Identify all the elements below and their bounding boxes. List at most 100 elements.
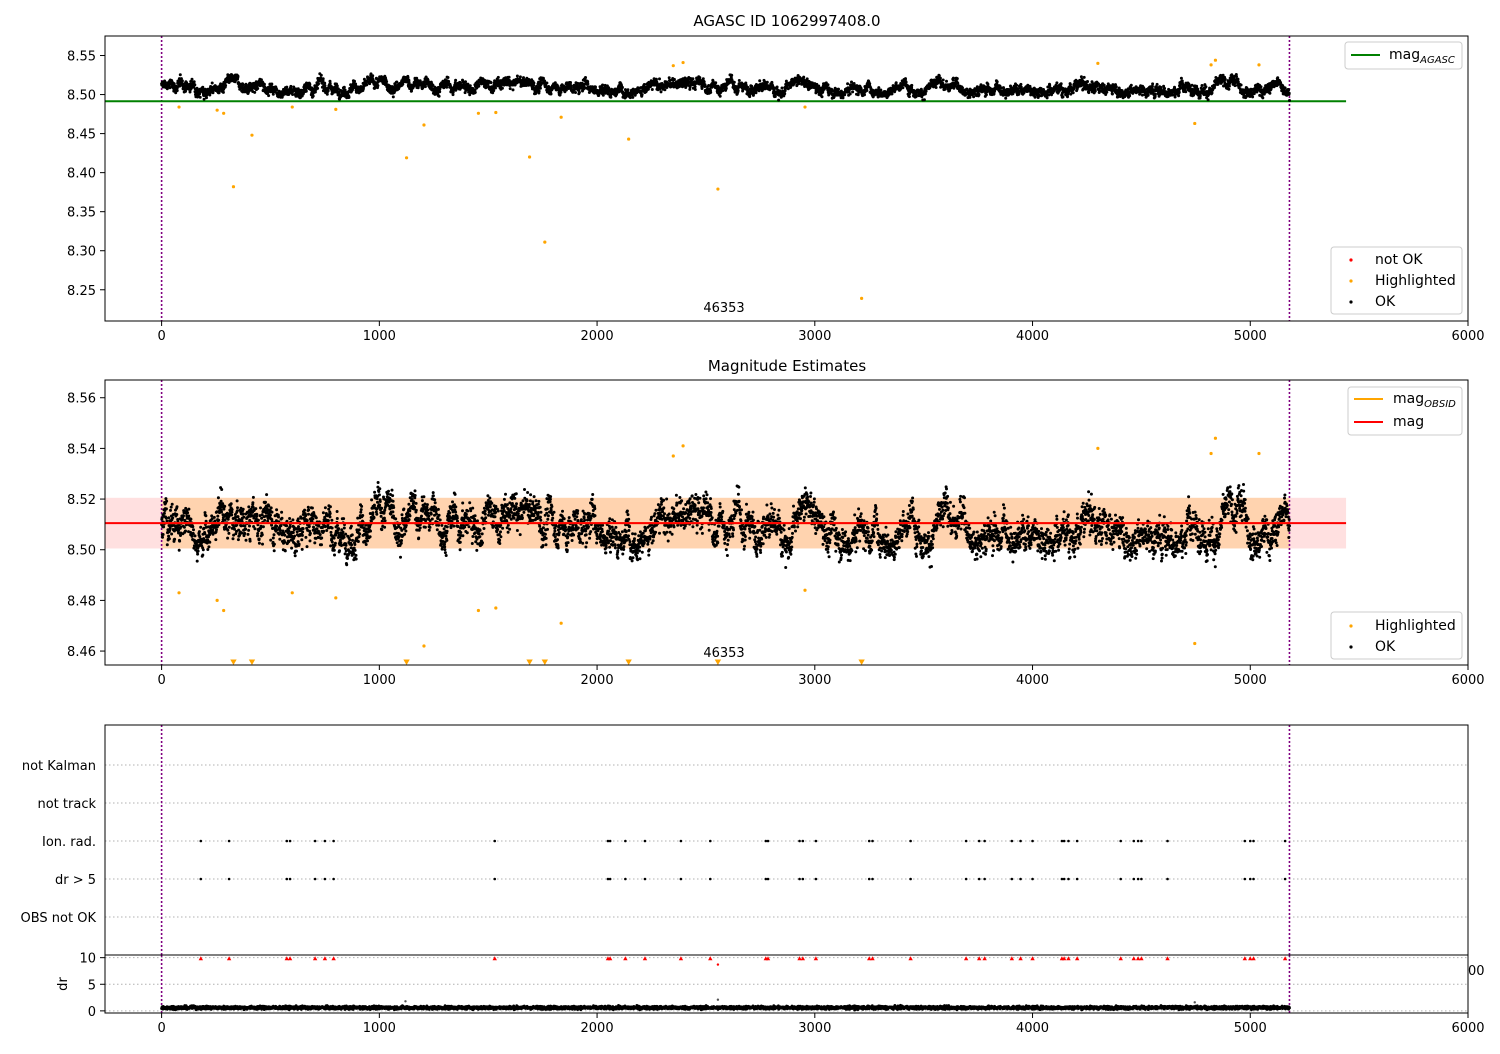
ok-point [621, 86, 624, 89]
ok-point [1154, 93, 1157, 96]
ok-point [222, 91, 225, 94]
ok-point [1017, 93, 1020, 96]
ok-point [952, 77, 955, 80]
ok-point [1062, 95, 1065, 98]
ok-point [348, 96, 351, 99]
ok-point [1174, 96, 1177, 99]
ok-point [199, 96, 202, 99]
ok-point [270, 83, 273, 86]
ok-point [594, 86, 597, 89]
ok-point [371, 74, 374, 77]
ok-point [1240, 84, 1243, 87]
ok-point [492, 89, 495, 92]
ok-point [721, 89, 724, 92]
ok-point [542, 77, 545, 80]
ok-point [1034, 96, 1037, 99]
ok-point [1029, 85, 1032, 88]
ok-point [961, 86, 964, 89]
ok-point [365, 83, 368, 86]
ok-point [1115, 85, 1118, 88]
ok-point [968, 96, 971, 99]
ok-point [508, 76, 511, 79]
ok-point [663, 88, 666, 91]
agasc-plot-area [105, 36, 1346, 321]
ok-point [1004, 97, 1007, 100]
ok-point [877, 86, 880, 89]
ok-point [865, 89, 868, 92]
ok-point [923, 98, 926, 101]
ok-point [519, 75, 522, 78]
ok-point [1201, 84, 1204, 87]
ok-point [879, 89, 882, 92]
ok-point [464, 80, 467, 83]
ok-point [758, 79, 761, 82]
ok-point [181, 79, 184, 82]
ok-point [609, 96, 612, 99]
ok-point [702, 77, 705, 80]
ok-point [285, 86, 288, 89]
ok-point [1178, 91, 1181, 94]
ok-point [1147, 94, 1150, 97]
ok-point [477, 85, 480, 88]
ok-point [781, 87, 784, 90]
ok-point [851, 90, 854, 93]
ok-point [924, 92, 927, 95]
ok-point [474, 91, 477, 94]
ok-point [516, 75, 519, 78]
ok-point [1055, 81, 1058, 84]
ok-point [263, 83, 266, 86]
ok-point [746, 86, 749, 89]
ok-point [1048, 84, 1051, 87]
ok-point [1128, 94, 1131, 97]
ok-point [201, 86, 204, 89]
ok-point [703, 80, 706, 83]
ok-point [447, 76, 450, 79]
ok-point [376, 84, 379, 87]
ok-point [738, 79, 741, 82]
ok-point [497, 76, 500, 79]
ok-point [1237, 78, 1240, 81]
ok-point [733, 81, 736, 84]
ok-point [1015, 84, 1018, 87]
ok-point [837, 88, 840, 91]
ok-point [651, 88, 654, 91]
ok-point [939, 77, 942, 80]
ok-point [905, 81, 908, 84]
ok-point [267, 94, 270, 97]
ok-point [849, 93, 852, 96]
ok-point [289, 85, 292, 88]
ok-point [320, 74, 323, 77]
ok-point [1060, 82, 1063, 85]
ok-point [1130, 84, 1133, 87]
ok-point [1103, 84, 1106, 87]
ok-point [868, 82, 871, 85]
panel-title: AGASC ID 1062997408.0 [693, 12, 880, 30]
ok-point [1235, 75, 1238, 78]
ok-point [1072, 91, 1075, 94]
ok-point [631, 96, 634, 99]
ok-point [538, 90, 541, 93]
ok-point [522, 76, 525, 79]
ok-point [1224, 78, 1227, 81]
ok-point [827, 83, 830, 86]
ok-point [324, 84, 327, 87]
ok-point [242, 83, 245, 86]
ok-point [326, 93, 329, 96]
ok-point [1234, 84, 1237, 87]
ok-point [776, 86, 779, 89]
ok-point [956, 77, 959, 80]
ok-point [385, 80, 388, 83]
ok-point [322, 77, 325, 80]
ok-point [343, 86, 346, 89]
ok-point [586, 83, 589, 86]
ok-point [316, 87, 319, 90]
ok-point [1094, 90, 1097, 93]
ok-point [176, 89, 179, 92]
ok-point [694, 85, 697, 88]
ok-point [336, 84, 339, 87]
ok-point [501, 87, 504, 90]
ok-point [578, 91, 581, 94]
